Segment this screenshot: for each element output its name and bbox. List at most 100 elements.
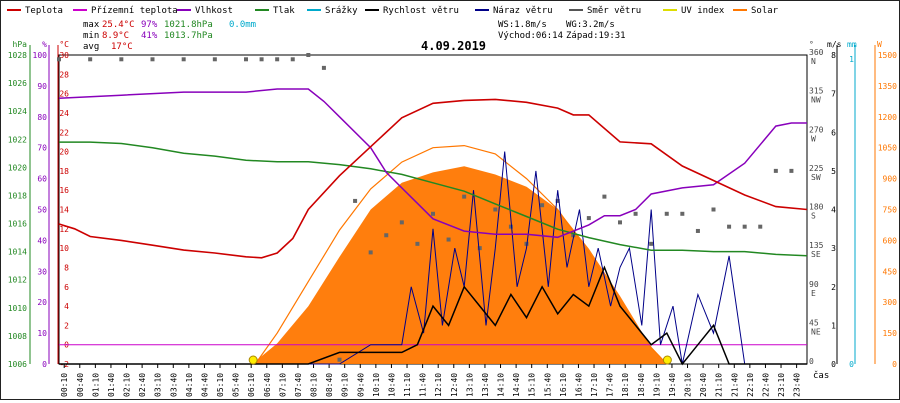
dir-axis-tick: 225	[809, 164, 824, 173]
degc-axis-tick: 20	[59, 148, 69, 157]
dir-axis-word: E	[811, 289, 816, 298]
stats-avg-temp: 17°C	[111, 42, 133, 52]
stats-min-hum: 41%	[141, 31, 158, 41]
x-tick-label: 07:10	[278, 373, 287, 397]
mm-axis-unit: mm	[847, 40, 857, 49]
legend-label: Solar	[751, 6, 779, 16]
wind-direction-point	[789, 168, 794, 173]
dir-axis-unit: °	[809, 40, 814, 49]
w-axis-tick: 150	[883, 329, 898, 338]
x-tick-label: 20:40	[699, 373, 708, 397]
dir-axis-tick: 270	[809, 125, 824, 134]
x-tick-label: 21:40	[730, 373, 739, 397]
legend-label: Přízemní teplota	[91, 6, 178, 16]
ms-axis-tick: 0	[831, 360, 836, 369]
w-axis-tick: 600	[883, 236, 898, 245]
stats-max-label: max	[83, 20, 100, 30]
x-tick-label: 18:40	[637, 373, 646, 397]
hpa-axis-tick: 1024	[8, 107, 27, 116]
pct-axis-tick: 30	[37, 267, 47, 276]
x-tick-label: 06:10	[247, 373, 256, 397]
legend-label: Směr větru	[587, 6, 641, 16]
x-tick-label: 14:40	[512, 373, 521, 397]
x-tick-label: 03:10	[154, 373, 163, 397]
dir-axis-word: NE	[811, 327, 821, 336]
x-tick-label: 10:40	[387, 373, 396, 397]
wind-direction-point	[88, 57, 93, 62]
x-tick-label: 05:40	[232, 373, 241, 397]
x-tick-label: 05:10	[216, 373, 225, 397]
wind-ws: WS:1.8m/s	[498, 20, 547, 30]
x-tick-label: 03:40	[169, 373, 178, 397]
degc-axis-tick: 18	[59, 167, 69, 176]
wind-direction-point	[244, 57, 248, 62]
hpa-axis-tick: 1022	[8, 135, 27, 144]
series-temperature-line	[58, 98, 808, 259]
dir-axis-tick: 315	[809, 87, 824, 96]
degc-axis-tick: 14	[59, 206, 69, 215]
degc-axis-tick: 8	[64, 263, 69, 272]
wind-direction-point	[353, 198, 358, 203]
degc-axis-tick: 4	[64, 302, 69, 311]
wind-direction-point	[727, 224, 732, 229]
legend-label: Srážky	[325, 6, 358, 16]
w-axis-tick: 1500	[878, 51, 897, 60]
dir-axis-tick: 360	[809, 48, 824, 57]
w-axis-tick: 750	[883, 206, 898, 215]
wind-direction-point	[711, 207, 716, 212]
ms-axis-tick: 4	[831, 206, 836, 215]
hpa-axis-unit: hPa	[13, 40, 28, 49]
wind-info: WS:1.8m/s WG:3.2m/s Východ:06:14 Západ:1…	[498, 20, 626, 41]
wind-direction-point	[508, 224, 513, 229]
ms-axis-tick: 7	[831, 90, 836, 99]
dir-axis-word: W	[811, 134, 816, 143]
w-axis-tick: 450	[883, 267, 898, 276]
dir-axis-tick: 45	[809, 318, 819, 327]
stats-max-rain: 0.0mm	[229, 20, 256, 30]
x-tick-label: 19:40	[668, 373, 677, 397]
legend-label: Tlak	[273, 6, 295, 16]
x-tick-label: 02:10	[123, 373, 132, 397]
wind-direction-point	[462, 194, 467, 199]
series-gust-line	[59, 151, 807, 365]
x-tick-label: 17:10	[590, 373, 599, 397]
wind-direction-point	[664, 211, 669, 216]
ms-axis-tick: 5	[831, 167, 836, 176]
hpa-axis-tick: 1026	[8, 79, 27, 88]
wind-direction-point	[181, 57, 186, 62]
w-axis-tick: 1050	[878, 144, 897, 153]
wind-direction-point	[306, 53, 311, 57]
degc-axis-tick: 16	[59, 186, 69, 195]
x-tick-label: 08:40	[325, 373, 334, 397]
pct-axis-tick: 60	[37, 175, 47, 184]
wind-direction-point	[695, 228, 700, 233]
x-tick-label: 00:10	[60, 373, 69, 397]
hpa-axis-tick: 1018	[8, 191, 27, 200]
x-tick-label: 10:10	[372, 373, 381, 397]
pct-axis-tick: 10	[37, 329, 47, 338]
w-axis-tick: 1200	[878, 113, 897, 122]
wind-direction-point	[57, 57, 61, 62]
wind-direction-point	[321, 65, 326, 70]
x-tick-label: 15:10	[528, 373, 537, 397]
legend-label: Náraz větru	[493, 6, 553, 16]
series-pressure-line	[59, 141, 808, 257]
w-axis-unit: W	[877, 40, 882, 49]
wind-direction-point	[415, 241, 420, 246]
ms-axis-tick: 1	[831, 321, 836, 330]
ms-axis-tick: 2	[831, 283, 836, 292]
chart-title: 4.09.2019	[421, 39, 486, 53]
pct-axis-tick: 90	[37, 82, 47, 91]
x-tick-label: 11:10	[403, 373, 412, 397]
hpa-axis-tick: 1012	[8, 276, 27, 285]
wind-direction-point	[571, 233, 576, 238]
mm-axis-tick: 0	[849, 360, 854, 369]
dir-axis-word: SW	[811, 173, 821, 182]
dir-axis-word: S	[811, 212, 816, 221]
stats-max-temp: 25.4°C	[102, 20, 135, 30]
degc-axis-tick: 6	[64, 283, 69, 292]
x-tick-label: 11:40	[419, 373, 428, 397]
dir-axis-word: N	[811, 57, 816, 66]
x-tick-label: 04:40	[200, 373, 209, 397]
dir-axis-tick: 90	[809, 280, 819, 289]
